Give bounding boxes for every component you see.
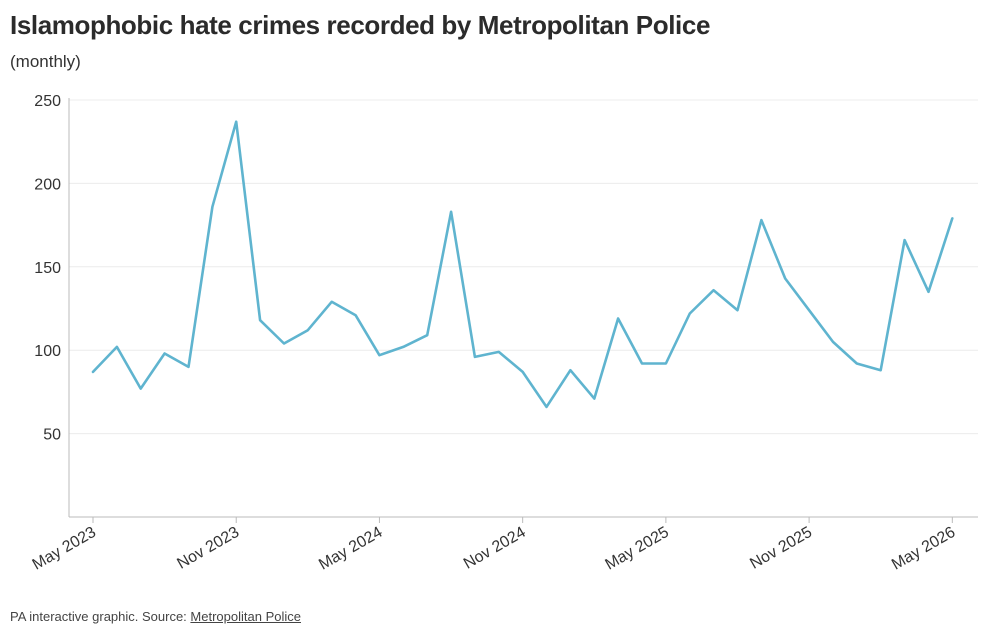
x-tick-label: May 2025	[603, 524, 672, 574]
x-tick-label: Nov 2023	[174, 524, 242, 573]
y-tick-label: 100	[34, 343, 61, 360]
x-tick-label: May 2023	[30, 524, 99, 574]
y-tick-label: 50	[43, 427, 61, 444]
footer: PA interactive graphic. Source: Metropol…	[10, 609, 301, 624]
chart-title: Islamophobic hate crimes recorded by Met…	[10, 10, 711, 40]
source-link[interactable]: Metropolitan Police	[190, 609, 301, 624]
y-tick-label: 150	[34, 260, 61, 277]
x-tick-label: Nov 2025	[747, 524, 815, 573]
x-tick-label: May 2026	[889, 524, 958, 574]
chart-subtitle: (monthly)	[10, 52, 81, 71]
x-tick-label: Nov 2024	[461, 524, 529, 573]
y-tick-label: 200	[34, 176, 61, 193]
footer-credit: PA interactive graphic. Source:	[10, 609, 191, 624]
series-line	[91, 120, 954, 409]
x-tick-label: May 2024	[316, 524, 385, 574]
y-tick-label: 250	[34, 93, 61, 110]
